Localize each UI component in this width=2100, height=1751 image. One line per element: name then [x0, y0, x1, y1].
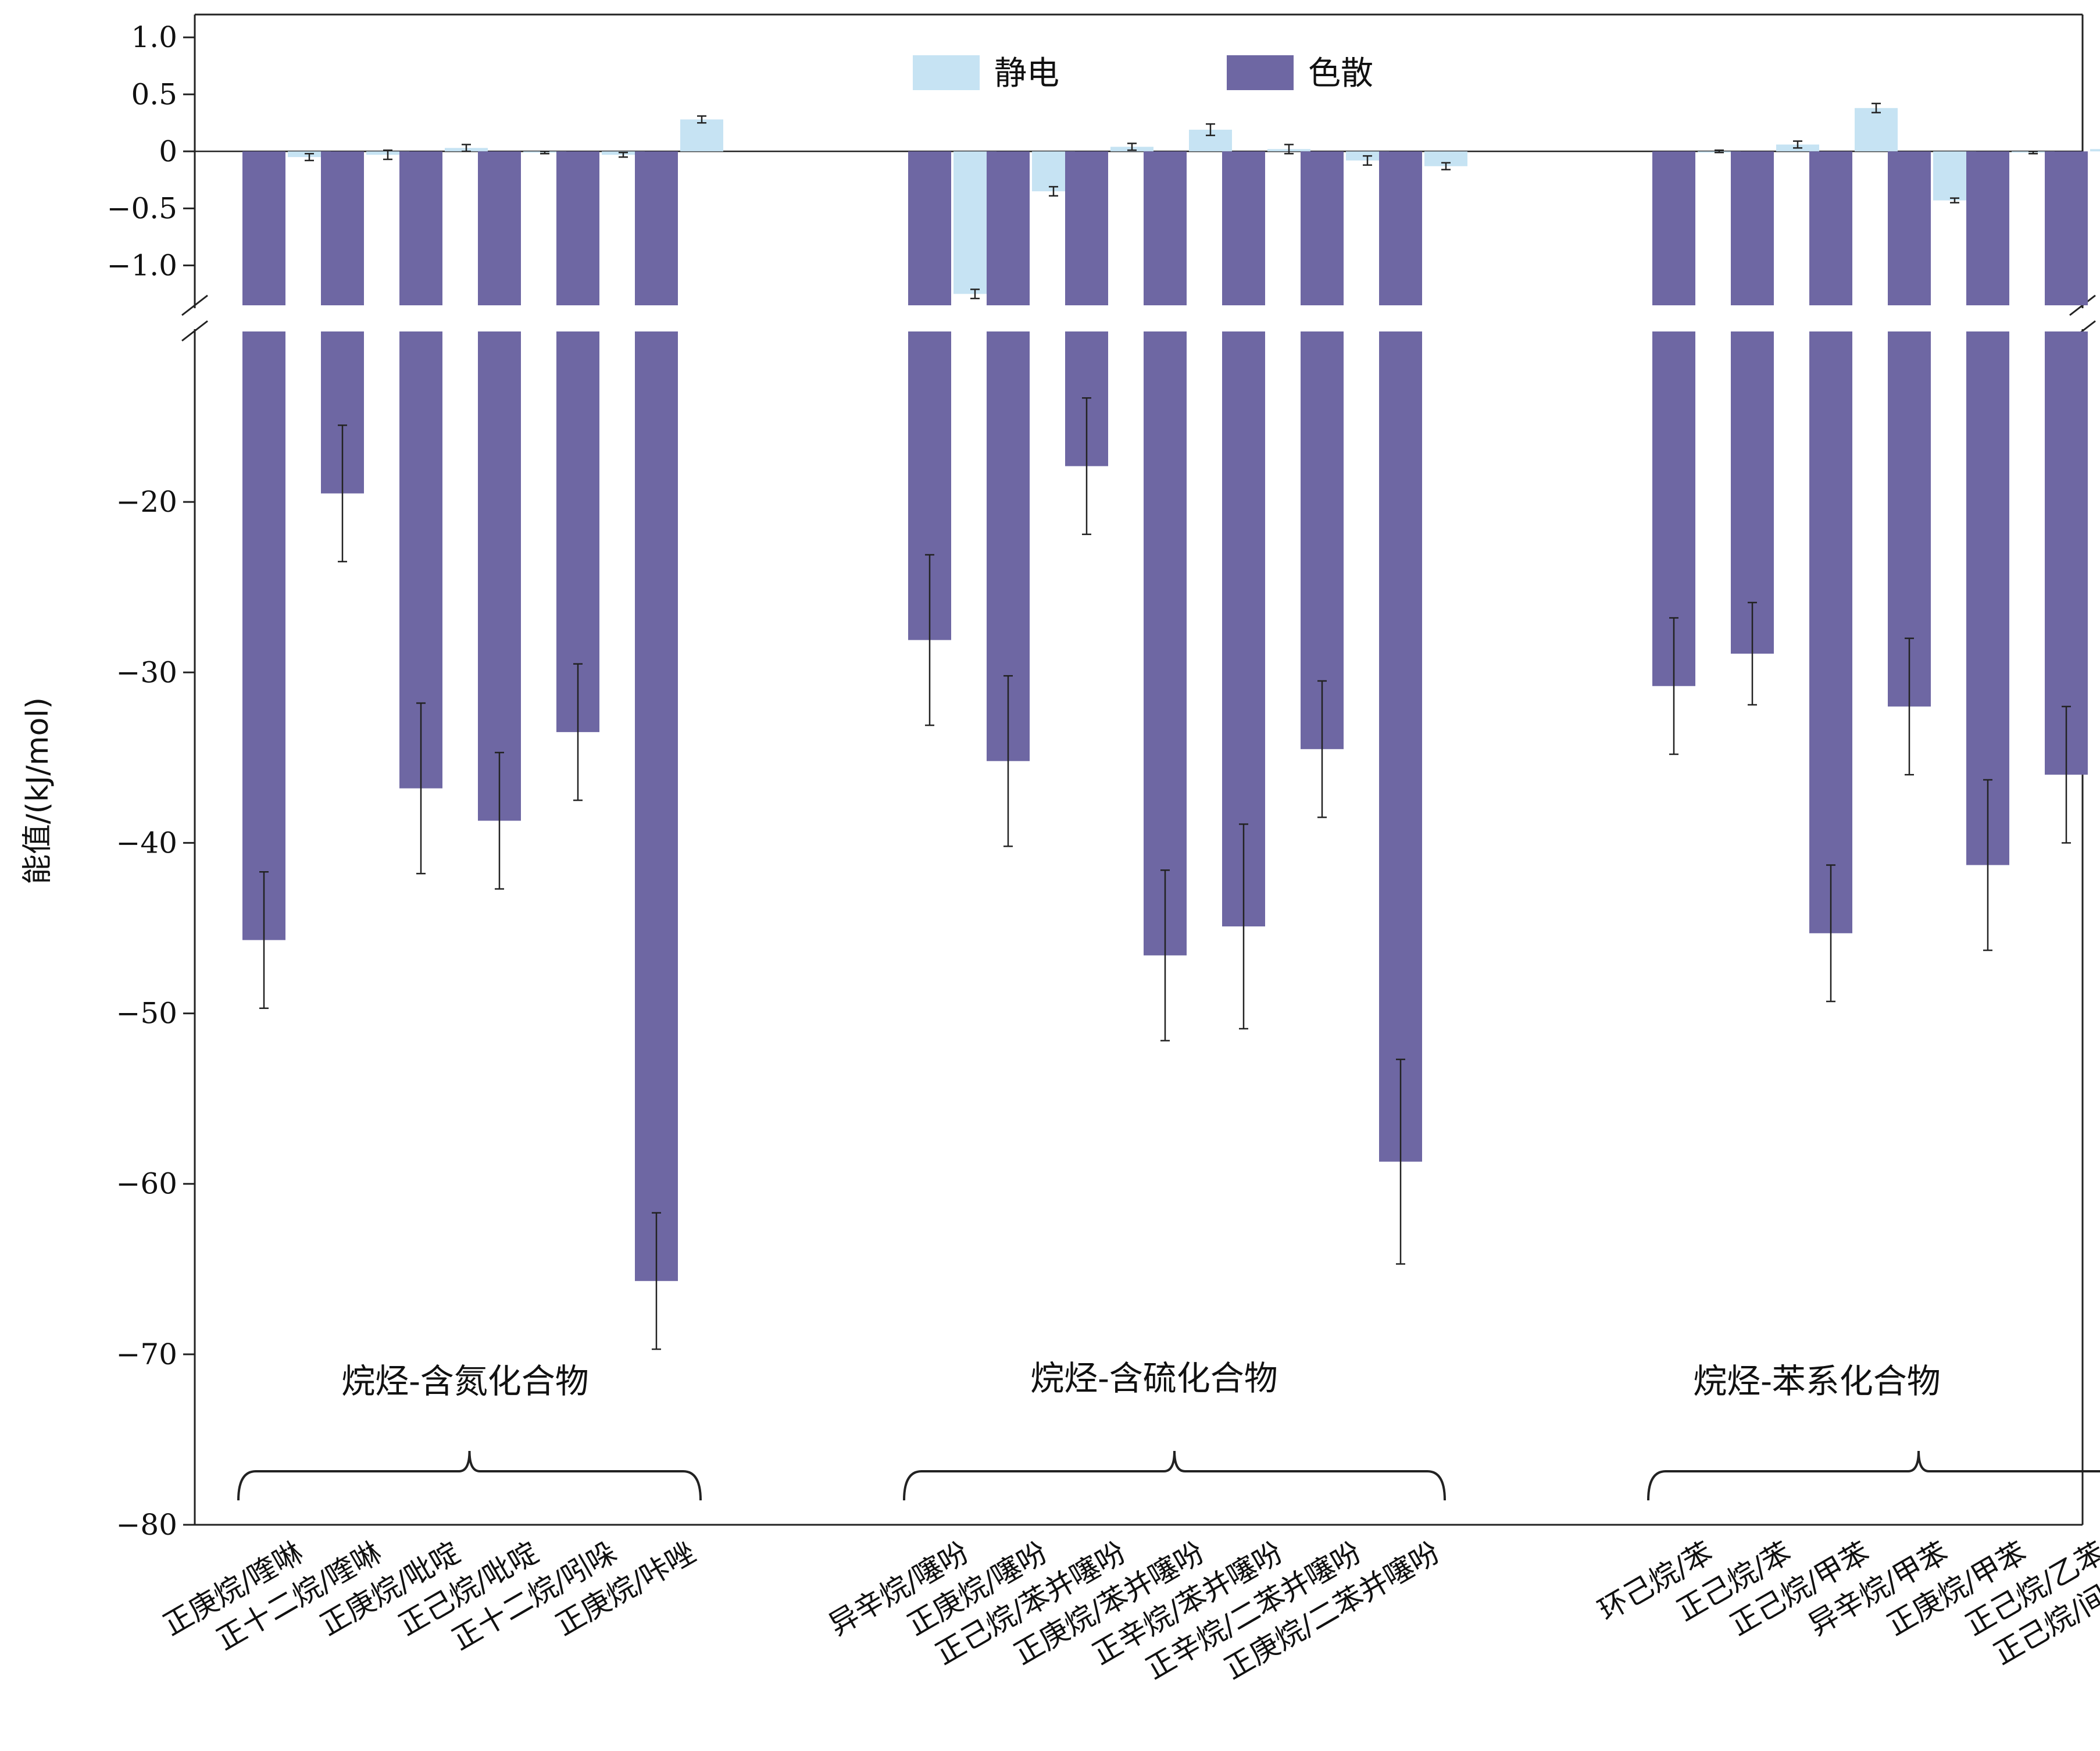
dispersion-bar-upper: [635, 151, 678, 305]
dispersion-bar-upper: [908, 151, 951, 305]
legend-label: 静电: [994, 55, 1059, 92]
group-label: 烷烃-含硫化合物: [1030, 1358, 1278, 1398]
legend-swatch-dispersion: [1227, 55, 1294, 90]
dispersion-bar-upper: [987, 151, 1030, 305]
y-tick-label-upper: 0.5: [131, 77, 177, 111]
dispersion-bar-upper: [1065, 151, 1108, 305]
y-tick-label-lower: −20: [116, 485, 177, 519]
group-brace: [237, 1450, 702, 1501]
dispersion-bar-upper: [1731, 151, 1774, 305]
dispersion-bar-upper: [399, 151, 442, 305]
bars-layer: [242, 108, 2100, 1281]
dispersion-bar-upper: [478, 151, 521, 305]
y-tick-label-upper: 1.0: [131, 20, 177, 54]
frame-layer: [181, 13, 2096, 1526]
group-layer: 烷烃-含氮化合物 烷烃-含硫化合物 烷烃-苯系化合物: [237, 1358, 2100, 1501]
dispersion-bar: [1809, 331, 1852, 933]
y-axis-label: 能值/(kJ/mol): [20, 697, 55, 885]
errors-layer: [259, 102, 2071, 1350]
y-tick-label-lower: −30: [116, 655, 177, 689]
dispersion-bar-upper: [556, 151, 599, 305]
dispersion-bar: [1301, 331, 1344, 750]
dispersion-bar: [1379, 331, 1422, 1162]
dispersion-bar-upper: [1144, 151, 1187, 305]
axis-layer: 1.0 0.5 0 −0.5 −1.0 −20 −30 −40 −50 −60 −70 −80: [107, 20, 195, 1542]
legend-layer: 静电 色散: [913, 55, 1373, 92]
dispersion-bar-upper: [1222, 151, 1265, 305]
electrostatic-bar: [680, 119, 723, 152]
dispersion-bar-upper: [1966, 151, 2009, 305]
dispersion-bar-upper: [1301, 151, 1344, 305]
legend-swatch-electrostatic: [913, 55, 980, 90]
group-brace: [1647, 1450, 2100, 1501]
dispersion-bar-upper: [242, 151, 285, 305]
y-tick-label-lower: −40: [116, 826, 177, 860]
group-label: 烷烃-含氮化合物: [341, 1361, 589, 1401]
y-tick-label-upper: −1.0: [107, 248, 177, 282]
dispersion-bar: [1731, 331, 1774, 654]
y-tick-label-lower: −50: [116, 997, 177, 1030]
y-tick-label-upper: 0: [159, 134, 177, 168]
y-tick-label-lower: −60: [116, 1167, 177, 1201]
electrostatic-bar: [2090, 149, 2100, 152]
group-label: 烷烃-苯系化合物: [1693, 1361, 1941, 1401]
dispersion-bar: [635, 331, 678, 1281]
dispersion-bar-upper: [2045, 151, 2088, 305]
axis-break-mark-left-a: [181, 294, 208, 316]
dispersion-bar: [1966, 331, 2009, 865]
dispersion-bar-upper: [1652, 151, 1695, 305]
dispersion-bar: [478, 331, 521, 821]
y-tick-label-lower: −70: [116, 1338, 177, 1371]
legend-label: 色散: [1308, 55, 1373, 92]
dispersion-bar: [2045, 331, 2088, 775]
dispersion-bar: [1144, 331, 1187, 955]
group-brace: [903, 1450, 1446, 1501]
dispersion-bar-upper: [1888, 151, 1931, 305]
electrostatic-bar: [1855, 108, 1898, 152]
dispersion-bar: [242, 331, 285, 940]
axis-break-mark-left-b: [181, 320, 208, 342]
y-tick-label-lower: −80: [116, 1508, 177, 1542]
dispersion-bar-upper: [1379, 151, 1422, 305]
dispersion-bar-upper: [1809, 151, 1852, 305]
y-tick-label-upper: −0.5: [107, 191, 177, 225]
dispersion-bar-upper: [321, 151, 364, 305]
